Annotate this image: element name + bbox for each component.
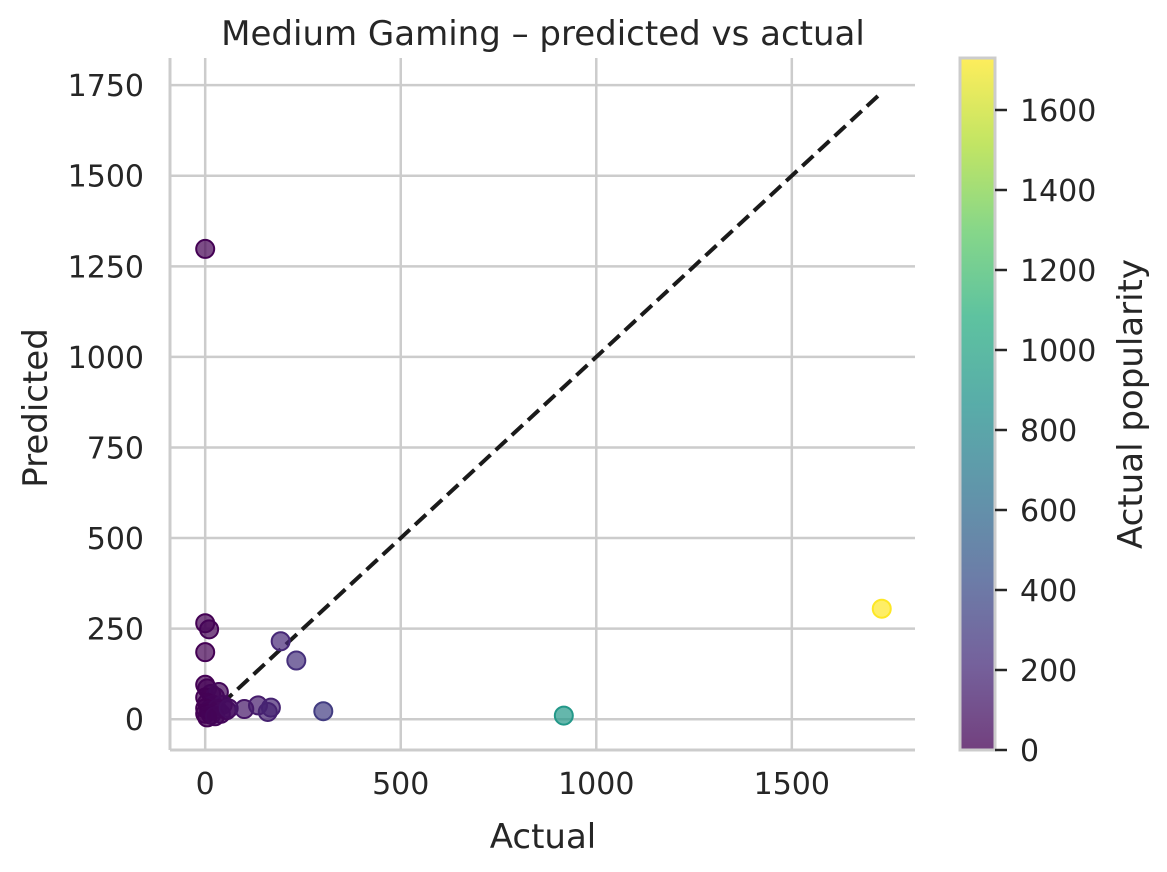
- data-point: [286, 650, 307, 671]
- data-point: [195, 238, 216, 259]
- y-tick-label: 250: [87, 613, 144, 648]
- data-point: [199, 619, 220, 640]
- data-point: [553, 705, 574, 726]
- x-tick-label: 1000: [558, 767, 634, 802]
- y-tick-label: 1500: [68, 160, 144, 195]
- y-axis-label: Predicted: [16, 328, 56, 488]
- identity-line: [203, 90, 884, 721]
- grid: [170, 58, 915, 750]
- data-point: [270, 631, 291, 652]
- y-axis-ticks: 0 250 500 750 1000 1250 1500 1750: [68, 69, 144, 738]
- data-point: [195, 642, 216, 663]
- colorbar-tick-label: 1000: [1020, 334, 1096, 369]
- data-point: [260, 697, 281, 718]
- x-axis-ticks: 0 500 1000 1500: [196, 767, 830, 802]
- x-tick-label: 0: [196, 767, 215, 802]
- colorbar-tick-label: 200: [1020, 654, 1077, 689]
- x-tick-label: 1500: [754, 767, 830, 802]
- colorbar-tick-label: 1400: [1020, 174, 1096, 209]
- reference-line: [203, 90, 884, 721]
- x-axis-label: Actual: [490, 817, 597, 857]
- data-point: [313, 701, 334, 722]
- y-tick-label: 1750: [68, 69, 144, 104]
- data-points: [195, 238, 892, 728]
- colorbar-tick-label: 1200: [1020, 254, 1096, 289]
- y-tick-label: 500: [87, 522, 144, 557]
- colorbar-tick-label: 600: [1020, 494, 1077, 529]
- colorbar-tick-label: 0: [1020, 734, 1039, 769]
- colorbar-tick-label: 1600: [1020, 94, 1096, 129]
- colorbar: 0 200 400 600 800 1000 1200 1400 1600: [958, 56, 1096, 769]
- colorbar-tick-label: 400: [1020, 574, 1077, 609]
- chart-title: Medium Gaming – predicted vs actual: [221, 14, 865, 54]
- y-tick-label: 1250: [68, 250, 144, 285]
- y-tick-label: 1000: [68, 341, 144, 376]
- x-tick-label: 500: [372, 767, 429, 802]
- y-tick-label: 0: [125, 703, 144, 738]
- axes-spines: [168, 58, 915, 752]
- colorbar-label: Actual popularity: [1111, 259, 1151, 549]
- data-point: [871, 598, 892, 619]
- y-tick-label: 750: [87, 431, 144, 466]
- colorbar-gradient: [958, 56, 997, 752]
- colorbar-tick-label: 800: [1020, 414, 1077, 449]
